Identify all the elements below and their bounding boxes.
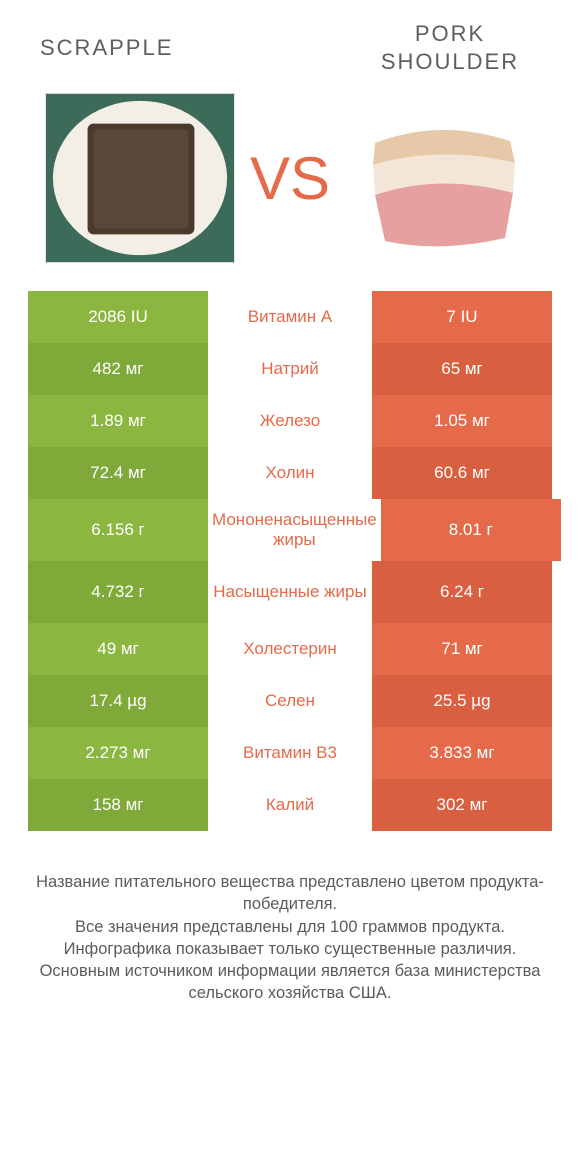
table-row: 17.4 µgСелен25.5 µg bbox=[28, 675, 552, 727]
left-value: 6.156 г bbox=[28, 499, 208, 561]
left-value: 17.4 µg bbox=[28, 675, 208, 727]
left-value: 1.89 мг bbox=[28, 395, 208, 447]
pork-icon bbox=[345, 93, 535, 263]
nutrient-label: Железо bbox=[208, 395, 372, 447]
table-row: 4.732 гНасыщенные жиры6.24 г bbox=[28, 561, 552, 623]
table-row: 2.273 мгВитамин B33.833 мг bbox=[28, 727, 552, 779]
titles-row: SCRAPPLE PORK SHOULDER bbox=[0, 0, 580, 75]
table-row: 49 мгХолестерин71 мг bbox=[28, 623, 552, 675]
table-row: 158 мгКалий302 мг bbox=[28, 779, 552, 831]
nutrient-label: Насыщенные жиры bbox=[208, 561, 372, 623]
table-row: 482 мгНатрий65 мг bbox=[28, 343, 552, 395]
right-title: PORK SHOULDER bbox=[360, 20, 540, 75]
nutrient-label: Витамин A bbox=[208, 291, 372, 343]
right-value: 71 мг bbox=[372, 623, 552, 675]
nutrient-label: Витамин B3 bbox=[208, 727, 372, 779]
right-value: 65 мг bbox=[372, 343, 552, 395]
nutrient-label: Холестерин bbox=[208, 623, 372, 675]
left-value: 72.4 мг bbox=[28, 447, 208, 499]
nutrient-label: Калий bbox=[208, 779, 372, 831]
footer-note: Название питательного вещества представл… bbox=[0, 831, 580, 1005]
scrapple-image bbox=[45, 93, 235, 263]
table-row: 6.156 гМононенасыщенные жиры8.01 г bbox=[28, 499, 552, 561]
footer-line: Название питательного вещества представл… bbox=[28, 871, 552, 916]
left-value: 482 мг bbox=[28, 343, 208, 395]
nutrient-label: Селен bbox=[208, 675, 372, 727]
footer-line: Основным источником информации является … bbox=[28, 960, 552, 1005]
left-value: 49 мг bbox=[28, 623, 208, 675]
right-value: 60.6 мг bbox=[372, 447, 552, 499]
footer-line: Все значения представлены для 100 граммо… bbox=[28, 916, 552, 938]
comparison-table: 2086 IUВитамин A7 IU482 мгНатрий65 мг1.8… bbox=[0, 291, 580, 831]
scrapple-icon bbox=[46, 93, 234, 263]
nutrient-label: Мононенасыщенные жиры bbox=[208, 499, 381, 561]
images-row: VS bbox=[0, 75, 580, 291]
left-value: 2086 IU bbox=[28, 291, 208, 343]
right-value: 302 мг bbox=[372, 779, 552, 831]
left-value: 2.273 мг bbox=[28, 727, 208, 779]
right-value: 6.24 г bbox=[372, 561, 552, 623]
right-value: 3.833 мг bbox=[372, 727, 552, 779]
vs-label: VS bbox=[250, 144, 330, 213]
right-value: 8.01 г bbox=[381, 499, 561, 561]
table-row: 72.4 мгХолин60.6 мг bbox=[28, 447, 552, 499]
nutrient-label: Холин bbox=[208, 447, 372, 499]
right-value: 1.05 мг bbox=[372, 395, 552, 447]
table-row: 2086 IUВитамин A7 IU bbox=[28, 291, 552, 343]
left-value: 158 мг bbox=[28, 779, 208, 831]
left-title: SCRAPPLE bbox=[40, 35, 173, 61]
right-value: 7 IU bbox=[372, 291, 552, 343]
nutrient-label: Натрий bbox=[208, 343, 372, 395]
footer-line: Инфографика показывает только существенн… bbox=[28, 938, 552, 960]
pork-shoulder-image bbox=[345, 93, 535, 263]
table-row: 1.89 мгЖелезо1.05 мг bbox=[28, 395, 552, 447]
right-value: 25.5 µg bbox=[372, 675, 552, 727]
left-value: 4.732 г bbox=[28, 561, 208, 623]
